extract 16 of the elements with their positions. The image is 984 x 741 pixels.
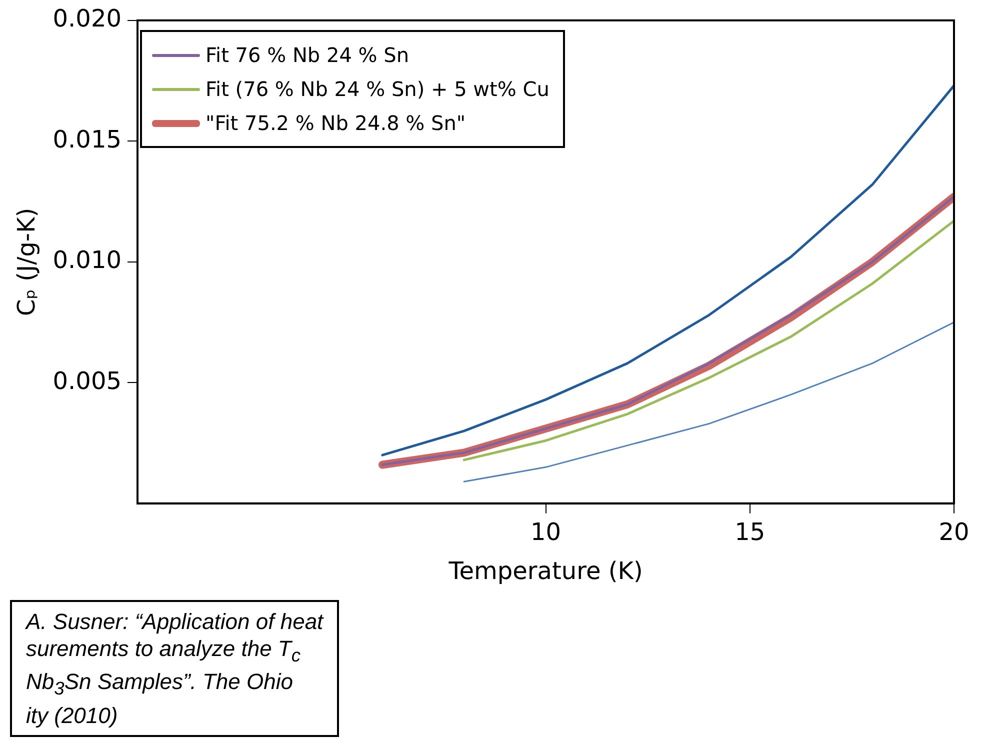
x-axis-title: Temperature (K) bbox=[448, 556, 643, 585]
text: ity (2010) bbox=[26, 702, 118, 728]
y-tick-label: 0.010 bbox=[52, 246, 122, 274]
y-tick-label: 0.020 bbox=[52, 4, 122, 33]
legend-label: Fit (76 % Nb 24 % Sn) + 5 wt% Cu bbox=[206, 76, 550, 104]
y-tick-label: 0.015 bbox=[52, 125, 122, 154]
legend-label: Fit 76 % Nb 24 % Sn bbox=[206, 42, 410, 70]
x-tick-label: 15 bbox=[734, 518, 766, 546]
text: Nb$_{3}$Sn Samples”. The Ohio bbox=[26, 669, 293, 699]
x-tick-label: 20 bbox=[938, 518, 970, 546]
x-tick-label: 10 bbox=[530, 518, 562, 546]
y-axis-title: Cₚ (J/g-K) bbox=[12, 208, 41, 316]
text: surements to analyze the T$_{c}$ bbox=[26, 636, 301, 666]
text: A. Susner: “Application of heat bbox=[26, 609, 324, 634]
y-tick-label: 0.005 bbox=[52, 366, 122, 395]
legend-label: "Fit 75.2 % Nb 24.8 % Sn" bbox=[206, 110, 466, 138]
